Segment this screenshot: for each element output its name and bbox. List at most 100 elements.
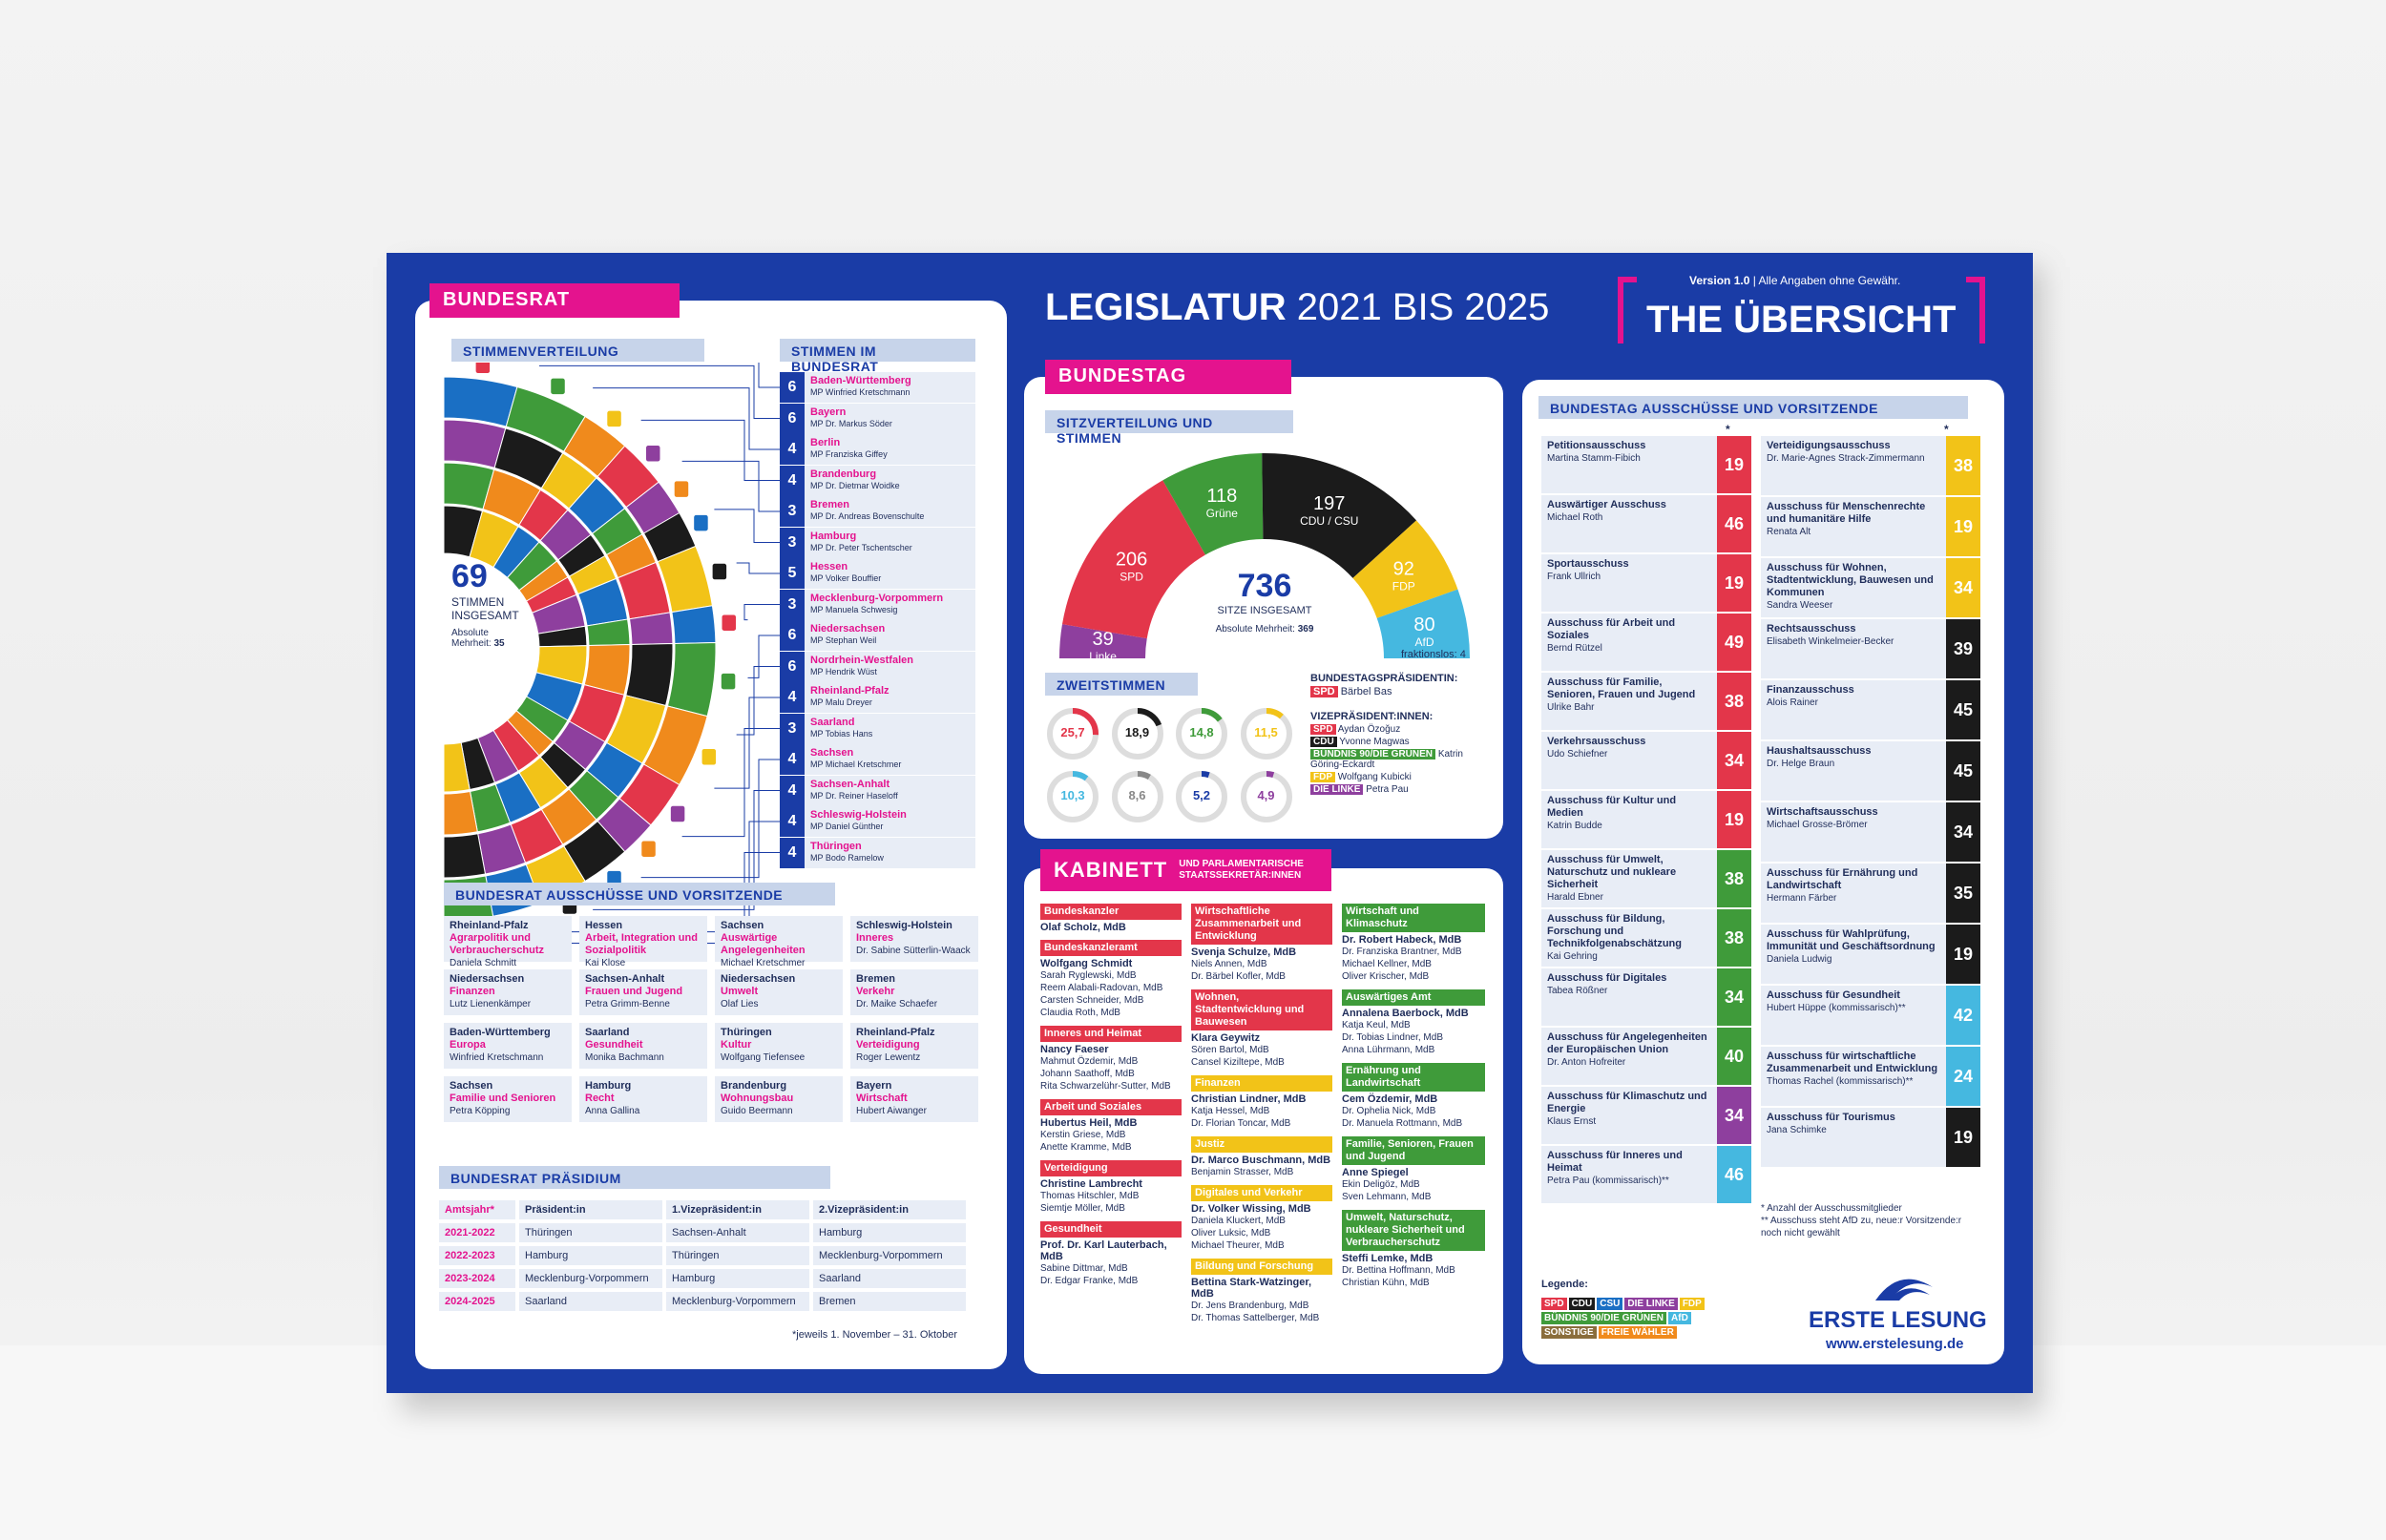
ausschuss-row: Ausschuss für Arbeit und Soziales Bernd R… (1541, 614, 1751, 671)
ressort-member: Anette Kramme, MdB (1040, 1142, 1132, 1153)
ressort-label: Digitales und Verkehr (1191, 1185, 1332, 1201)
ausschuesse-left: Petitionsausschuss Martina Stamm-Fibich 19… (1541, 436, 1751, 1205)
bundesrat-total-label2: INSGESAMT (451, 609, 519, 622)
ausschuss-person: Lutz Lienenkämper (450, 999, 532, 1009)
bundesrat-ausschuss: Sachsen-Anhalt Frauen und Jugend Petra Gri… (579, 969, 707, 1015)
state-name: Berlin (810, 437, 841, 448)
state-name: Schleswig-Holstein (810, 809, 907, 821)
ausschuss-land: Hessen (585, 920, 623, 931)
vize-party: DIE LINKE (1310, 784, 1364, 795)
kabinett-ressort: Auswärtiges Amt Annalena Baerbock, MdB Kat… (1342, 989, 1485, 1056)
ausschuss-person: Petra Grimm-Benne (585, 999, 670, 1009)
seat-segment (1376, 589, 1470, 658)
praesidium-cell: Thüringen (666, 1246, 809, 1265)
ausschuss-chair: Dr. Marie-Agnes Strack-Zimmermann (1767, 453, 1925, 464)
ausschuss-members: 34 (1717, 968, 1751, 1026)
ausschuss-text: Ausschuss für Ernährung und Landwirtscha… (1761, 864, 1946, 923)
ressort-member: Dr. Thomas Sattelberger, MdB (1191, 1313, 1320, 1323)
bundesrat-ausschuss: Saarland Gesundheit Monika Bachmann (579, 1023, 707, 1069)
ressort-label: Familie, Senioren, Frauen und Jugend (1342, 1136, 1485, 1165)
ausschuss-name: Verteidigungsausschuss (1767, 440, 1891, 451)
ausschuss-text: Ausschuss für wirtschaftliche Zusammenar… (1761, 1047, 1946, 1106)
ausschuss-land: Baden-Württemberg (450, 1027, 551, 1038)
praesidium-cell: Mecklenburg-Vorpommern (519, 1269, 662, 1288)
ressort-label: Arbeit und Soziales (1040, 1099, 1182, 1115)
praesidium-note: *jeweils 1. November – 31. Oktober (792, 1329, 958, 1341)
vize-name: Petra Pau (1366, 784, 1409, 795)
ausschuss-chair: Ulrike Bahr (1547, 702, 1595, 713)
ausschuss-name: Rechtsausschuss (1767, 623, 1856, 635)
ring-value (1240, 771, 1292, 822)
title-rest: 2021 BIS 2025 (1296, 286, 1550, 328)
bt-mehrheit-value: 369 (1297, 624, 1314, 635)
ausschuss-name: Ausschuss für Angelegenheiten der Europä… (1547, 1031, 1707, 1055)
ressort-lead: Olaf Scholz, MdB (1040, 922, 1126, 933)
ausschuss-chair: Jana Schimke (1767, 1125, 1827, 1135)
ressort-member: Katja Keul, MdB (1342, 1020, 1411, 1030)
ausschuss-text: Ausschuss für Wahlprüfung, Immunität und… (1761, 925, 1946, 984)
legend-item: FREIE WÄHLER (1598, 1326, 1677, 1339)
ressort-member: Claudia Roth, MdB (1040, 1008, 1120, 1018)
state-name: Mecklenburg-Vorpommern (810, 592, 944, 604)
state-name: Bayern (810, 406, 847, 418)
state-votes: 4 (780, 806, 805, 837)
vize-party: CDU (1310, 737, 1337, 747)
vize-row: SPD Aydan Özoğuz (1310, 724, 1492, 735)
ausschuss-chair: Michael Grosse-Brömer (1767, 820, 1868, 830)
vize-party: BÜNDNIS 90/DIE GRÜNEN (1310, 749, 1436, 760)
ausschuss-row: Ausschuss für Inneres und Heimat Petra Pa… (1541, 1146, 1751, 1203)
ausschuss-topic: Verteidigung (856, 1039, 920, 1051)
bundesrat-mehrheit: Absolute Mehrheit: 35 (451, 628, 547, 649)
connector-line (681, 460, 780, 512)
seat-count: 197 (1313, 493, 1345, 514)
ressort-member: Dr. Bärbel Kofler, MdB (1191, 971, 1286, 982)
kabinett-sub2: STAATSSEKRETÄR:INNEN (1179, 870, 1302, 881)
ressort-label: Verteidigung (1040, 1160, 1182, 1176)
bundesrat-ausschuss: Sachsen Auswärtige Angelegenheiten Michael… (715, 916, 843, 968)
zweitstimme-value: 5,2 (1192, 788, 1211, 802)
ausschuss-members: 35 (1946, 864, 1980, 923)
ausschuss-topic: Umwelt (721, 986, 759, 997)
praesidium-cell: Saarland (519, 1292, 662, 1311)
kabinett-ressort: Justiz Dr. Marco Buschmann, MdB Benjamin S… (1191, 1136, 1332, 1178)
praesidium-cell: 2024-2025 (439, 1292, 515, 1311)
poster: BUNDESRAT STIMMENVERTEILUNG STIMMEN IM B… (387, 253, 2033, 1393)
praesidium-head-cell: Amtsjahr* (439, 1200, 515, 1219)
kabinett-header: KABINETT UND PARLAMENTARISCHE STAATSSEKRE… (1040, 849, 1331, 891)
state-votes: 4 (780, 682, 805, 713)
ausschuss-text: Ausschuss für Umwelt, Naturschutz und nu… (1541, 850, 1717, 907)
ausschuss-members: 34 (1946, 802, 1980, 862)
ausschuss-text: Haushaltsausschuss Dr. Helge Braun (1761, 741, 1946, 801)
ausschuss-name: Ausschuss für Ernährung und Landwirtscha… (1767, 867, 1918, 891)
ausschuss-name: Ausschuss für Wohnen, Stadtentwicklung, … (1767, 562, 1934, 598)
ressort-member: Dr. Florian Toncar, MdB (1191, 1118, 1291, 1129)
ausschuss-name: Ausschuss für Arbeit und Soziales (1547, 617, 1676, 641)
kabinett-title: KABINETT (1054, 858, 1168, 882)
fraktionslos: fraktionslos: 4 (1401, 649, 1466, 660)
connector-line (681, 728, 780, 838)
bundesrat-state-row: 4 Brandenburg MP Dr. Dietmar Woidke (780, 465, 975, 496)
state-text: Berlin MP Franziska Giffey (805, 434, 893, 465)
ressort-lead: Svenja Schulze, MdB (1191, 947, 1297, 958)
ausschuss-text: Finanzausschuss Alois Rainer (1761, 680, 1946, 739)
praesidium-head-cell: Präsident:in (519, 1200, 662, 1219)
state-mp: MP Tobias Hans (810, 728, 873, 739)
state-votes: 4 (780, 837, 805, 868)
connector-line (747, 635, 780, 678)
ausschuss-row: Ausschuss für Angelegenheiten der Europä… (1541, 1028, 1751, 1085)
coat-of-arms-icon (474, 363, 492, 375)
ausschuss-chair: Katrin Budde (1547, 821, 1602, 831)
vize-name: Aydan Özoğuz (1337, 724, 1401, 735)
ausschuss-row: Auswärtiger Ausschuss Michael Roth 46 (1541, 495, 1751, 552)
brand-url[interactable]: www.erstelesung.de (1826, 1336, 1964, 1352)
ausschuss-name: Ausschuss für Wahlprüfung, Immunität und… (1767, 928, 1936, 952)
ausschuss-topic: Familie und Senioren (450, 1093, 556, 1104)
ressort-label: Justiz (1191, 1136, 1332, 1153)
state-text: Thüringen MP Bodo Ramelow (805, 838, 890, 868)
ressort-label: Wohnen, Stadtentwicklung und Bauwesen (1191, 989, 1332, 1030)
ressort-member: Ekin Deligöz, MdB (1342, 1179, 1420, 1190)
ausschuss-name: Petitionsausschuss (1547, 440, 1646, 451)
ausschuss-chair: Daniela Ludwig (1767, 954, 1832, 965)
state-mp: MP Dr. Markus Söder (810, 418, 892, 428)
bundesrat-ausschuss: Brandenburg Wohnungsbau Guido Beermann (715, 1076, 843, 1122)
